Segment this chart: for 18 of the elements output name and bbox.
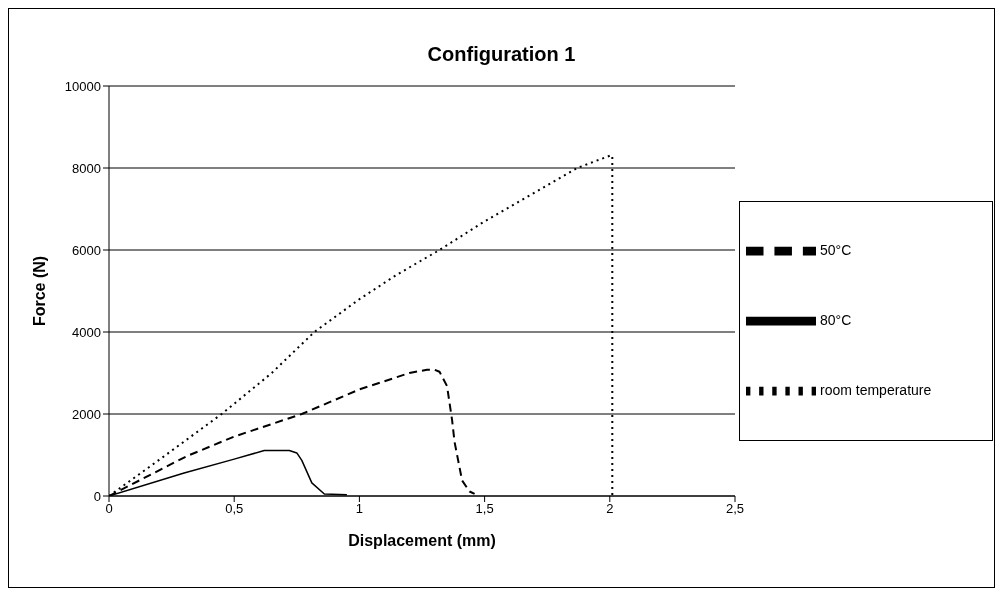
chart-title: Configuration 1 [426, 43, 577, 66]
legend-label: room temperature [820, 382, 932, 399]
x-tick-label: 1,5 [475, 501, 494, 517]
y-tick-label: 2000 [72, 406, 101, 422]
y-axis-title: Force (N) [30, 255, 48, 327]
y-tick-label: 4000 [72, 324, 101, 340]
legend-label: 80°C [820, 312, 852, 329]
x-tick-label: 1 [355, 501, 364, 517]
x-tick-label: 0,5 [225, 501, 244, 517]
y-tick-label: 10000 [64, 78, 101, 94]
legend-label: 50°C [820, 242, 852, 259]
y-tick-label: 6000 [72, 242, 101, 258]
x-tick-label: 2,5 [725, 501, 745, 517]
x-axis-title: Displacement (mm) [348, 532, 496, 549]
y-tick-label: 0 [93, 488, 101, 504]
x-tick-label: 2 [606, 501, 614, 517]
y-tick-label: 8000 [72, 160, 101, 176]
x-tick-label: 0 [105, 501, 113, 517]
